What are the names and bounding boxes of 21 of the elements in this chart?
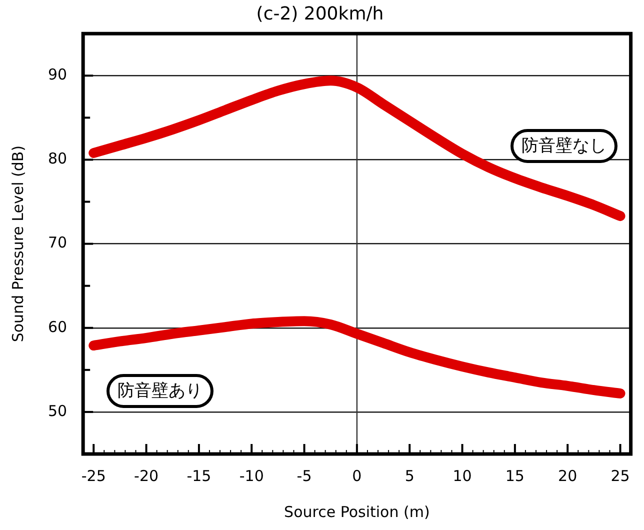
series-label: 防音壁なし [510, 129, 618, 164]
y-tick-label: 50 [48, 402, 68, 420]
x-tick-label: -15 [186, 466, 212, 485]
x-tick-label: 20 [558, 466, 578, 485]
y-tick-label: 60 [48, 318, 68, 336]
chart-title: (c-2) 200km/h [256, 3, 384, 24]
text: 防音壁あり [106, 374, 214, 408]
y-tick-label: 80 [48, 150, 68, 168]
x-axis-title: Source Position (m) [284, 502, 430, 521]
x-tick-label: 15 [505, 466, 524, 485]
x-tick-label: 10 [452, 466, 472, 485]
x-tick-label: 0 [352, 466, 362, 485]
x-tick-label: -25 [81, 466, 106, 485]
x-tick-label: -20 [134, 466, 159, 485]
x-tick-label: 25 [610, 466, 630, 485]
y-axis-title: Sound Pressure Level (dB) [8, 145, 27, 342]
x-tick-label: -10 [239, 466, 264, 485]
x-tick-label: 5 [404, 466, 414, 485]
y-tick-label: 90 [48, 66, 68, 84]
y-tick-label: 70 [48, 234, 68, 252]
x-tick-label: -5 [296, 466, 312, 485]
